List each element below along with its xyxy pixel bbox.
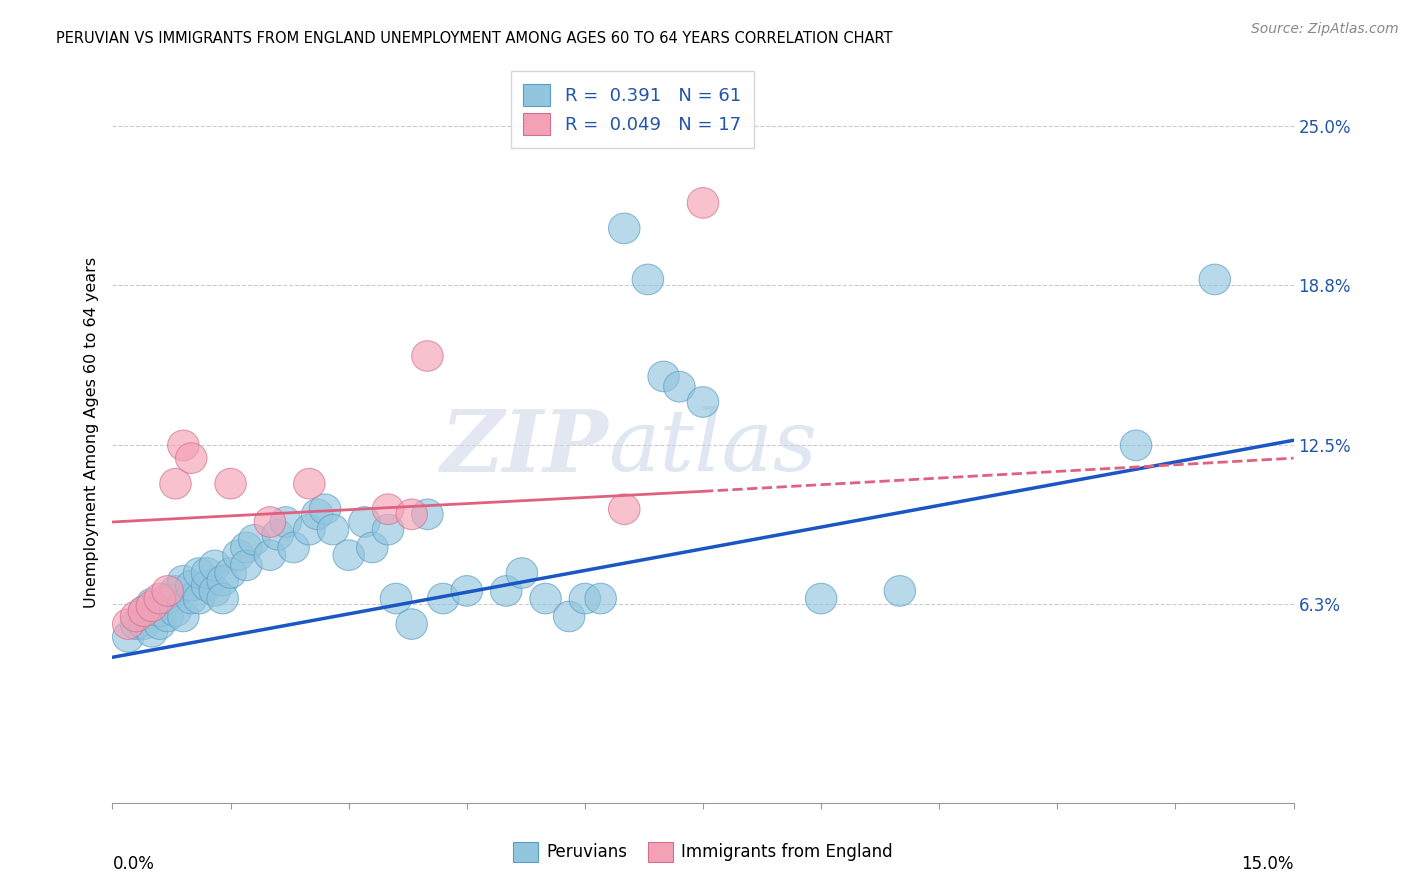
Ellipse shape bbox=[160, 468, 191, 499]
Ellipse shape bbox=[207, 583, 239, 614]
Text: 0.0%: 0.0% bbox=[112, 855, 155, 872]
Ellipse shape bbox=[309, 494, 340, 524]
Ellipse shape bbox=[412, 499, 443, 530]
Ellipse shape bbox=[262, 519, 294, 550]
Ellipse shape bbox=[318, 515, 349, 545]
Ellipse shape bbox=[128, 596, 160, 627]
Ellipse shape bbox=[1199, 264, 1230, 294]
Ellipse shape bbox=[633, 264, 664, 294]
Ellipse shape bbox=[128, 596, 160, 627]
Ellipse shape bbox=[294, 468, 325, 499]
Text: ZIP: ZIP bbox=[440, 406, 609, 489]
Ellipse shape bbox=[143, 608, 176, 640]
Ellipse shape bbox=[806, 583, 837, 614]
Ellipse shape bbox=[143, 583, 176, 614]
Ellipse shape bbox=[222, 540, 254, 571]
Ellipse shape bbox=[167, 601, 200, 632]
Text: Source: ZipAtlas.com: Source: ZipAtlas.com bbox=[1251, 22, 1399, 37]
Ellipse shape bbox=[254, 507, 285, 537]
Ellipse shape bbox=[373, 494, 404, 524]
Ellipse shape bbox=[554, 601, 585, 632]
Ellipse shape bbox=[609, 213, 640, 244]
Ellipse shape bbox=[200, 550, 231, 581]
Ellipse shape bbox=[128, 608, 160, 640]
Ellipse shape bbox=[506, 558, 537, 589]
Ellipse shape bbox=[176, 442, 207, 474]
Ellipse shape bbox=[231, 533, 262, 563]
Ellipse shape bbox=[200, 575, 231, 607]
Ellipse shape bbox=[112, 608, 143, 640]
Ellipse shape bbox=[191, 571, 222, 601]
Ellipse shape bbox=[301, 499, 333, 530]
Ellipse shape bbox=[152, 583, 183, 614]
Ellipse shape bbox=[160, 596, 191, 627]
Ellipse shape bbox=[152, 601, 183, 632]
Ellipse shape bbox=[396, 608, 427, 640]
Ellipse shape bbox=[167, 430, 200, 460]
Ellipse shape bbox=[183, 583, 215, 614]
Ellipse shape bbox=[207, 566, 239, 596]
Ellipse shape bbox=[215, 558, 246, 589]
Ellipse shape bbox=[136, 589, 167, 619]
Ellipse shape bbox=[569, 583, 600, 614]
Ellipse shape bbox=[270, 507, 301, 537]
Ellipse shape bbox=[349, 507, 380, 537]
Ellipse shape bbox=[664, 371, 695, 402]
Ellipse shape bbox=[121, 608, 152, 640]
Ellipse shape bbox=[215, 468, 246, 499]
Ellipse shape bbox=[333, 540, 364, 571]
Ellipse shape bbox=[491, 575, 522, 607]
Ellipse shape bbox=[167, 566, 200, 596]
Legend: Peruvians, Immigrants from England: Peruvians, Immigrants from England bbox=[506, 835, 900, 869]
Ellipse shape bbox=[451, 575, 482, 607]
Ellipse shape bbox=[152, 575, 183, 607]
Ellipse shape bbox=[530, 583, 561, 614]
Ellipse shape bbox=[373, 515, 404, 545]
Ellipse shape bbox=[176, 571, 207, 601]
Ellipse shape bbox=[183, 558, 215, 589]
Ellipse shape bbox=[254, 540, 285, 571]
Text: atlas: atlas bbox=[609, 406, 818, 489]
Ellipse shape bbox=[380, 583, 412, 614]
Ellipse shape bbox=[688, 386, 718, 417]
Text: 15.0%: 15.0% bbox=[1241, 855, 1294, 872]
Ellipse shape bbox=[136, 591, 167, 622]
Ellipse shape bbox=[191, 558, 222, 589]
Ellipse shape bbox=[136, 616, 167, 647]
Y-axis label: Unemployment Among Ages 60 to 64 years: Unemployment Among Ages 60 to 64 years bbox=[83, 257, 98, 608]
Ellipse shape bbox=[143, 596, 176, 627]
Ellipse shape bbox=[278, 533, 309, 563]
Ellipse shape bbox=[239, 524, 270, 555]
Ellipse shape bbox=[357, 533, 388, 563]
Ellipse shape bbox=[884, 575, 915, 607]
Ellipse shape bbox=[609, 494, 640, 524]
Ellipse shape bbox=[294, 515, 325, 545]
Ellipse shape bbox=[412, 341, 443, 371]
Ellipse shape bbox=[688, 187, 718, 219]
Ellipse shape bbox=[648, 361, 679, 392]
Ellipse shape bbox=[1121, 430, 1152, 460]
Text: PERUVIAN VS IMMIGRANTS FROM ENGLAND UNEMPLOYMENT AMONG AGES 60 TO 64 YEARS CORRE: PERUVIAN VS IMMIGRANTS FROM ENGLAND UNEM… bbox=[56, 31, 893, 46]
Ellipse shape bbox=[160, 575, 191, 607]
Ellipse shape bbox=[231, 550, 262, 581]
Ellipse shape bbox=[427, 583, 458, 614]
Ellipse shape bbox=[585, 583, 616, 614]
Ellipse shape bbox=[112, 622, 143, 652]
Ellipse shape bbox=[121, 601, 152, 632]
Ellipse shape bbox=[396, 499, 427, 530]
Ellipse shape bbox=[176, 583, 207, 614]
